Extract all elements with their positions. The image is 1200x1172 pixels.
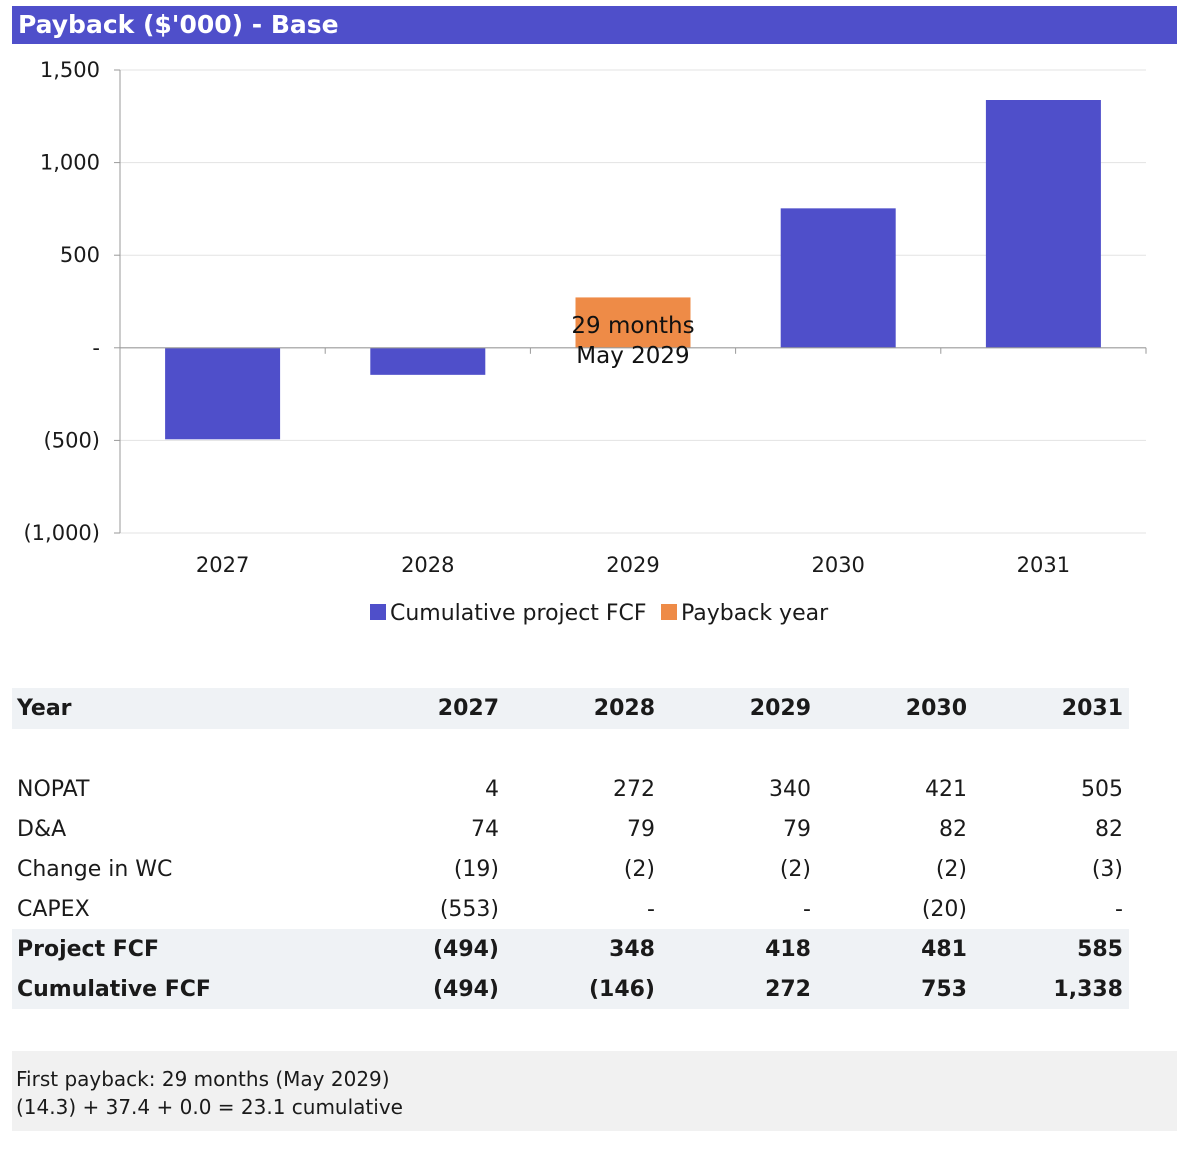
table-cell: 421	[925, 776, 967, 802]
chart-title: Payback ($'000) - Base	[12, 6, 1177, 44]
x-tick-label: 2029	[606, 553, 659, 577]
table-row: CAPEX (553) - - (20) -	[12, 889, 1129, 929]
table-cell: -	[647, 896, 655, 922]
table-cell: 418	[661, 929, 817, 969]
table-cell: -	[803, 896, 811, 922]
table-row-label: Cumulative FCF	[12, 969, 349, 1009]
x-tick-label: 2031	[1017, 553, 1070, 577]
table-header-label: Year	[12, 688, 349, 729]
table-cell: -	[1115, 896, 1123, 922]
y-tick-label: 1,000	[40, 151, 100, 175]
table-row: Change in WC (19) (2) (2) (2) (3)	[12, 849, 1129, 889]
payback-bar-chart: (1,000) (500) - 500 1,000 1,500 2027 2028 2029 20…	[23, 58, 1147, 626]
y-tick-label: 1,500	[40, 58, 100, 82]
payback-bar-label: May 2029	[576, 343, 689, 369]
bar-cumulative-fcf-2028	[370, 347, 486, 375]
table-cell: 272	[613, 776, 655, 802]
table-row: Project FCF (494) 348 418 481 585	[12, 929, 1129, 969]
table-row: NOPAT 4 272 340 421 505	[12, 769, 1129, 809]
table-header-year: 2028	[505, 688, 661, 729]
table-cell: 1,338	[973, 969, 1129, 1009]
table-spacer-cell	[973, 729, 1129, 769]
bar-cumulative-fcf-2027	[165, 347, 281, 440]
table-cell: 79	[783, 816, 811, 842]
table-cell: 348	[505, 929, 661, 969]
table-row-label: CAPEX	[17, 896, 90, 922]
table-cell: 82	[939, 816, 967, 842]
y-tick-label: -	[92, 336, 100, 360]
table-spacer-cell	[12, 729, 349, 769]
table-row: D&A 74 79 79 82 82	[12, 809, 1129, 849]
y-tick-label: (1,000)	[23, 521, 100, 545]
table-header-year: 2031	[973, 688, 1129, 729]
bar-payback-year-2029	[575, 297, 691, 348]
table-cell: 79	[627, 816, 655, 842]
table-spacer-cell	[817, 729, 973, 769]
legend-label: Payback year	[681, 601, 829, 626]
table-cell: (553)	[439, 896, 499, 922]
table-row: Cumulative FCF (494) (146) 272 753 1,338	[12, 969, 1129, 1009]
table-cell: (2)	[623, 856, 655, 882]
y-tick-label: 500	[60, 243, 100, 267]
table-row-label: D&A	[17, 816, 67, 842]
table-spacer-cell	[661, 729, 817, 769]
table-row-label: Change in WC	[17, 856, 173, 882]
bar-cumulative-fcf-2031	[985, 100, 1101, 348]
table-cell: 585	[973, 929, 1129, 969]
y-tick-label: (500)	[44, 428, 100, 452]
table-header-year: 2029	[661, 688, 817, 729]
table-cell: (3)	[1091, 856, 1123, 882]
table-cell: 272	[661, 969, 817, 1009]
table-cell: (19)	[453, 856, 499, 882]
bar-cumulative-fcf-2030	[780, 208, 896, 348]
table-row-label: NOPAT	[17, 776, 90, 802]
table-cell: (494)	[349, 929, 505, 969]
table-cell: 753	[817, 969, 973, 1009]
payback-note-line-2: (14.3) + 37.4 + 0.0 = 23.1 cumulative	[16, 1095, 403, 1119]
x-tick-label: 2030	[811, 553, 864, 577]
table-header-row: Year 2027 2028 2029 2030 2031	[12, 688, 1129, 729]
table-cell: 505	[1081, 776, 1123, 802]
payback-bar-label: 29 months	[571, 313, 694, 339]
table-spacer-cell	[349, 729, 505, 769]
payback-note: First payback: 29 months (May 2029) (14.…	[12, 1051, 1177, 1131]
x-tick-label: 2027	[196, 553, 249, 577]
x-tick-label: 2028	[401, 553, 454, 577]
legend-label: Cumulative project FCF	[390, 601, 647, 626]
payback-note-line-1: First payback: 29 months (May 2029)	[16, 1067, 390, 1091]
table-cell: 340	[769, 776, 811, 802]
table-cell: 74	[471, 816, 499, 842]
table-cell: (2)	[935, 856, 967, 882]
cash-flow-table: Year 2027 2028 2029 2030 2031 NOPAT 4 272 340 421 5…	[12, 688, 1129, 1009]
table-cell: 82	[1095, 816, 1123, 842]
table-cell: (146)	[505, 969, 661, 1009]
table-cell: 481	[817, 929, 973, 969]
legend-swatch	[370, 604, 386, 620]
table-cell: 4	[485, 776, 499, 802]
table-cell: (2)	[779, 856, 811, 882]
legend-swatch	[661, 604, 677, 620]
table-spacer-cell	[505, 729, 661, 769]
table-header-year: 2027	[349, 688, 505, 729]
table-cell: (494)	[349, 969, 505, 1009]
table-spacer-row	[12, 729, 1129, 769]
table-row-label: Project FCF	[12, 929, 349, 969]
table-header-year: 2030	[817, 688, 973, 729]
table-cell: (20)	[921, 896, 967, 922]
